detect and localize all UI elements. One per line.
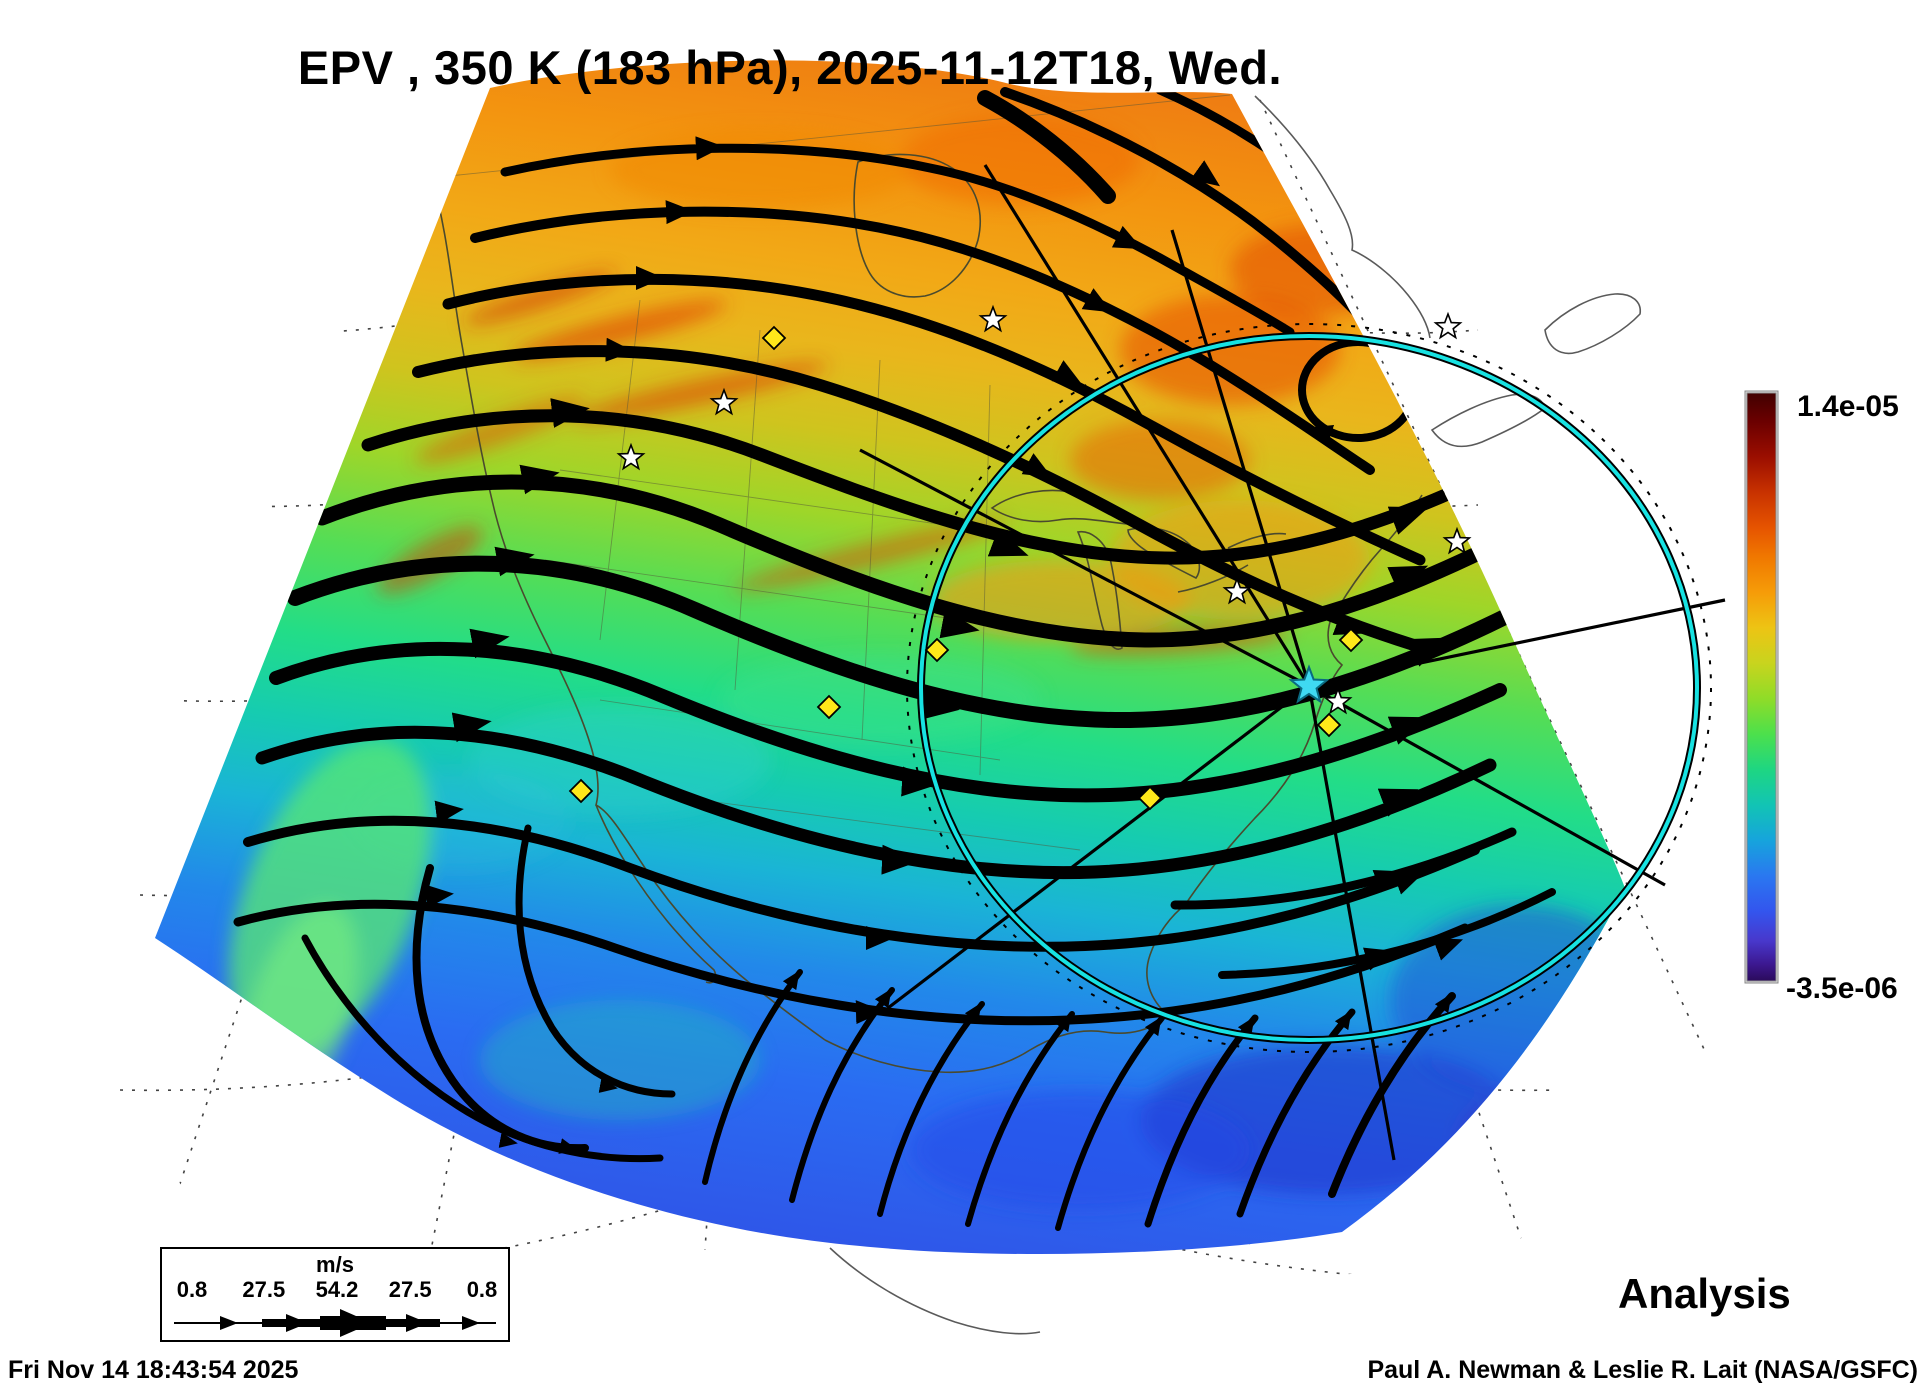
colorbar-max-label: 1.4e-05: [1797, 390, 1899, 423]
colorbar-min-label: -3.5e-06: [1786, 972, 1898, 1005]
credit-text: Paul A. Newman & Leslie R. Lait (NASA/GS…: [1367, 1356, 1918, 1384]
wind-scale-arrow: [174, 1309, 496, 1337]
wind-speed-value: 27.5: [242, 1277, 286, 1302]
range-ring: [906, 323, 1712, 1053]
wind-speed-values: 0.8 27.5 54.2 27.5 0.8: [172, 1277, 502, 1303]
analysis-label: Analysis: [1618, 1270, 1791, 1317]
streamline-arrowheads: [424, 136, 1463, 1154]
wind-speed-value: 27.5: [388, 1277, 432, 1302]
wind-speed-value: 0.8: [176, 1277, 208, 1302]
wind-units-label: m/s: [316, 1252, 354, 1277]
creation-timestamp: Fri Nov 14 18:43:54 2025: [8, 1356, 299, 1384]
wind-speed-value: 0.8: [466, 1277, 498, 1302]
plot-title: EPV , 350 K (183 hPa), 2025-11-12T18, We…: [297, 41, 1283, 94]
site-azimuth-lines: [859, 164, 1726, 1161]
colorbar: [1744, 390, 1779, 984]
wind-speed-value: 54.2: [315, 1277, 359, 1302]
wind-speed-legend: m/s 0.8 27.5 54.2 27.5 0.8: [160, 1247, 510, 1342]
